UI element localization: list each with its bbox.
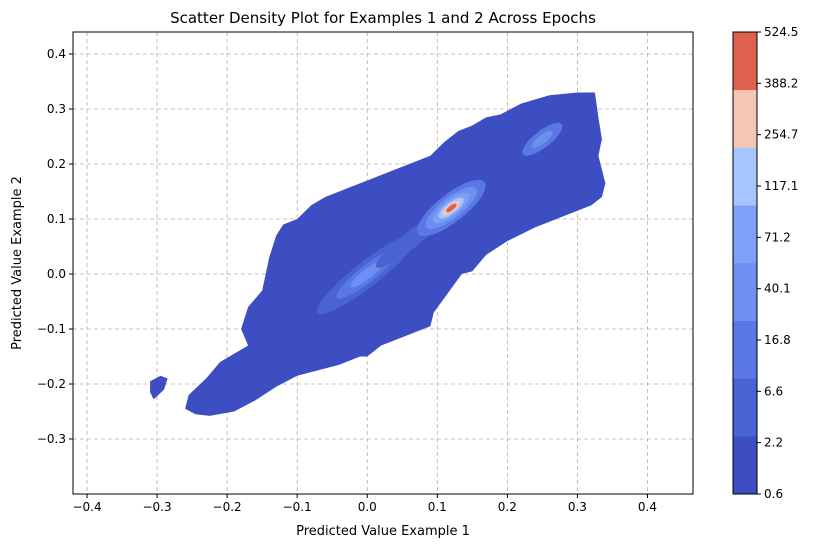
x-tick-label: −0.4 bbox=[72, 500, 101, 514]
colorbar-tick-label: 0.6 bbox=[764, 487, 783, 501]
colorbar-segment bbox=[733, 205, 757, 264]
colorbar-tick-label: 71.2 bbox=[764, 230, 791, 244]
colorbar-segment bbox=[733, 436, 757, 495]
y-tick-label: −0.3 bbox=[37, 432, 66, 446]
x-axis-label: Predicted Value Example 1 bbox=[296, 524, 470, 539]
y-axis: −0.3 −0.2 −0.1 0.0 0.1 0.2 0.3 0.4 bbox=[37, 47, 73, 446]
density-contour bbox=[446, 203, 457, 213]
y-tick-label: 0.2 bbox=[47, 157, 66, 171]
y-tick-label: 0.4 bbox=[47, 47, 66, 61]
x-axis: −0.4 −0.3 −0.2 −0.1 0.0 0.1 0.2 0.3 0.4 bbox=[72, 494, 657, 514]
x-tick-label: −0.3 bbox=[142, 500, 171, 514]
density-contours bbox=[150, 92, 606, 416]
density-contour bbox=[532, 130, 553, 148]
y-tick-label: −0.1 bbox=[37, 322, 66, 336]
x-tick-label: −0.1 bbox=[283, 500, 312, 514]
x-tick-label: 0.1 bbox=[428, 500, 447, 514]
x-tick-label: 0.3 bbox=[568, 500, 587, 514]
colorbar-tick-label: 388.2 bbox=[764, 76, 798, 90]
colorbar-segment bbox=[733, 320, 757, 379]
colorbar-frame bbox=[732, 31, 758, 495]
colorbar-segment bbox=[733, 32, 757, 91]
colorbar-segment bbox=[733, 378, 757, 437]
chart-title: Scatter Density Plot for Examples 1 and … bbox=[170, 9, 596, 27]
colorbar-tick-label: 40.1 bbox=[764, 282, 791, 296]
y-tick-label: −0.2 bbox=[37, 377, 66, 391]
density-contour bbox=[350, 260, 385, 288]
x-tick-label: 0.2 bbox=[498, 500, 517, 514]
colorbar-tick-label: 16.8 bbox=[764, 333, 791, 347]
colorbar-tick-label: 6.6 bbox=[764, 384, 783, 398]
y-tick-label: 0.1 bbox=[47, 212, 66, 226]
colorbar-tick-label: 254.7 bbox=[764, 128, 798, 142]
colorbar-segment bbox=[733, 263, 757, 322]
colorbar-segment bbox=[733, 147, 757, 206]
y-tick-label: 0.3 bbox=[47, 102, 66, 116]
colorbar: 0.6 2.2 6.6 16.8 40.1 71.2 117.1 254.7 388.2 524.… bbox=[732, 25, 798, 501]
x-tick-label: 0.4 bbox=[638, 500, 657, 514]
y-tick-label: 0.0 bbox=[47, 267, 66, 281]
y-axis-label: Predicted Value Example 2 bbox=[10, 176, 25, 350]
density-island bbox=[150, 375, 168, 400]
colorbar-tick-label: 117.1 bbox=[764, 179, 798, 193]
colorbar-tick-label: 2.2 bbox=[764, 436, 783, 450]
colorbar-tick-label: 524.5 bbox=[764, 25, 798, 39]
colorbar-segment bbox=[733, 89, 757, 148]
plot-frame bbox=[72, 31, 694, 495]
x-tick-label: 0.0 bbox=[358, 500, 377, 514]
x-tick-label: −0.2 bbox=[213, 500, 242, 514]
